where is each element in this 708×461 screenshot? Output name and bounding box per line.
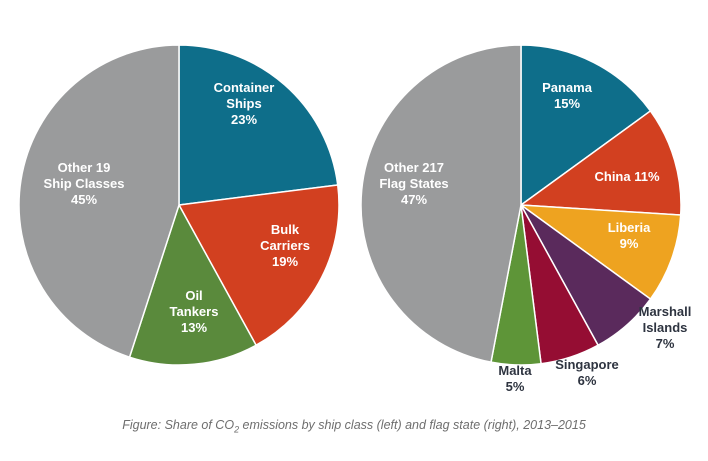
- slice-label-line: Marshall: [639, 304, 692, 319]
- slice-label-line: 19%: [272, 254, 298, 269]
- slice-label-line: Ship Classes: [44, 176, 125, 191]
- slice-label-line: Other 19: [58, 160, 111, 175]
- slice-label-line: 13%: [181, 320, 207, 335]
- slice-label-line: Tankers: [170, 304, 219, 319]
- slice-label-line: Container: [214, 80, 275, 95]
- pie-slice-bulk-carriers: [177, 184, 340, 347]
- figure-caption: Figure: Share of CO2 emissions by ship c…: [0, 418, 708, 435]
- pie-slice-liberia: [518, 204, 682, 301]
- slice-label-line: Carriers: [260, 238, 310, 253]
- slice-label-line: Singapore: [555, 357, 619, 372]
- slice-label-line: 5%: [506, 379, 525, 394]
- slice-label-line: Malta: [498, 363, 532, 378]
- caption-subscript: 2: [234, 424, 240, 435]
- slice-label-liberia: Liberia 9%: [608, 220, 651, 251]
- slice-label-line: 9%: [620, 236, 639, 251]
- slice-label-line: China 11%: [594, 169, 659, 184]
- slice-label-malta: Malta 5%: [498, 363, 532, 394]
- caption-text-before: Figure: Share of CO: [122, 418, 235, 432]
- slice-label-line: Oil: [185, 288, 202, 303]
- pie-chart-ship-class: Container Ships 23% Bulk Carriers 19% Oil Tanke…: [18, 44, 340, 366]
- pie-slice-other-19-ship-classes: [18, 44, 180, 359]
- pie-slice-china-11: [518, 109, 682, 216]
- slice-label-line: 7%: [656, 336, 675, 351]
- slice-label-line: 6%: [578, 373, 597, 388]
- slice-label-line: Ships: [226, 96, 261, 111]
- slice-label-other-217-flag-states: Other 217 Flag States 47%: [379, 160, 448, 207]
- pie-chart-flag-state: Panama 15% China 11% Liberia 9% Marshall Islan…: [360, 44, 692, 394]
- slice-label-panama: Panama 15%: [542, 80, 593, 111]
- slice-label-container-ships: Container Ships 23%: [214, 80, 275, 127]
- slice-label-oil-tankers: Oil Tankers 13%: [170, 288, 219, 335]
- slice-label-china-11: China 11%: [594, 169, 659, 184]
- slice-label-line: Other 217: [384, 160, 444, 175]
- pie-slice-other-217-flag-states: [360, 44, 522, 364]
- pie-slice-container-ships: [178, 44, 339, 206]
- slice-label-line: 15%: [554, 96, 580, 111]
- pie-slice-panama: [520, 44, 652, 207]
- slice-label-line: Islands: [643, 320, 688, 335]
- slice-label-marshall-islands: Marshall Islands 7%: [639, 304, 692, 351]
- slice-label-line: Liberia: [608, 220, 651, 235]
- slice-label-line: Panama: [542, 80, 593, 95]
- slice-label-line: 47%: [401, 192, 427, 207]
- slice-label-line: Bulk: [271, 222, 300, 237]
- slice-label-line: Flag States: [379, 176, 448, 191]
- pie-slice-oil-tankers: [128, 203, 258, 366]
- slice-label-line: 45%: [71, 192, 97, 207]
- slice-label-bulk-carriers: Bulk Carriers 19%: [260, 222, 310, 269]
- slice-label-line: 23%: [231, 112, 257, 127]
- slice-label-singapore: Singapore 6%: [555, 357, 619, 388]
- caption-text-after: emissions by ship class (left) and flag …: [239, 418, 586, 432]
- slice-label-other-19-ship-classes: Other 19 Ship Classes 45%: [44, 160, 125, 207]
